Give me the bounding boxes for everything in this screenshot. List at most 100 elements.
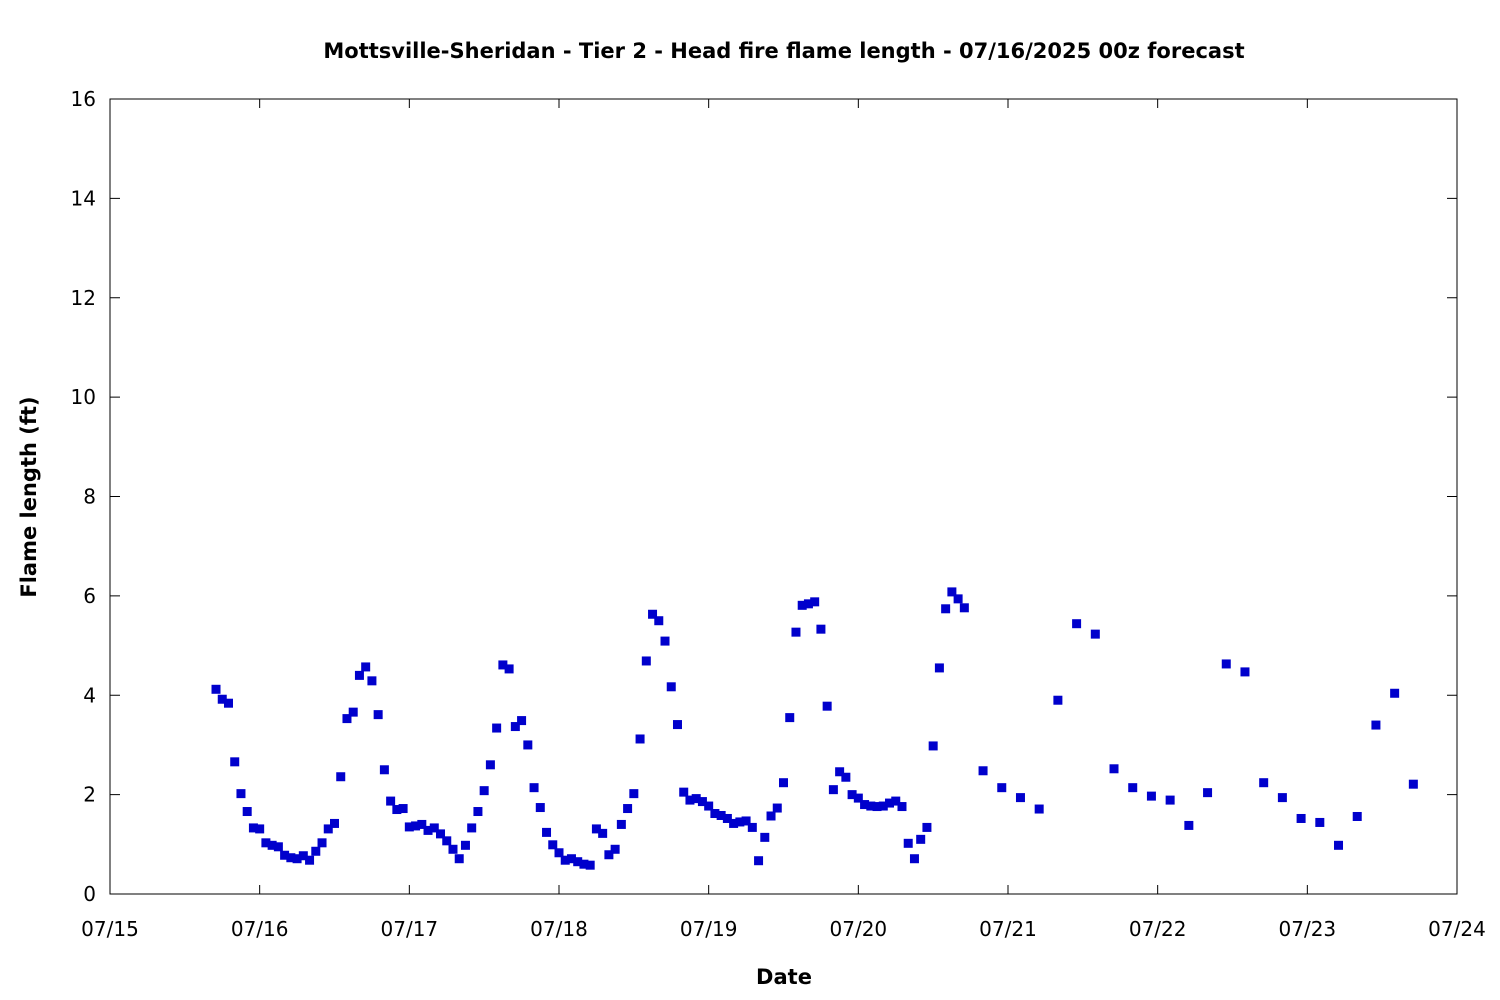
data-point [1334,840,1344,850]
data-point [635,734,645,744]
y-tick-label: 14 [71,186,96,210]
data-point [1128,783,1138,793]
data-point [566,854,576,864]
data-point [298,851,308,861]
data-point [604,850,614,860]
data-point [230,757,240,767]
x-tick-label: 07/22 [1129,917,1187,941]
data-point [641,656,651,666]
data-point [978,766,988,776]
data-point [317,838,327,848]
data-point [342,714,352,724]
y-axis-label: Flame length (ft) [17,396,41,597]
data-point [616,819,626,829]
y-tick-label: 8 [83,485,96,509]
data-point [685,795,695,805]
data-point [1072,619,1082,629]
data-point [498,660,508,670]
data-point [891,796,901,806]
data-point [741,816,751,826]
data-point [467,823,477,833]
data-point [866,801,876,811]
data-point [529,783,539,793]
data-point [1015,793,1025,803]
data-point [785,713,795,723]
data-point [305,855,315,865]
data-point [548,840,558,850]
data-point [404,822,414,832]
x-axis-label: Date [756,965,812,989]
data-point [816,624,826,634]
data-points [211,587,1418,870]
data-point [598,828,608,838]
data-point [729,818,739,828]
data-point [373,710,383,720]
data-point [1315,817,1325,827]
data-point [803,599,813,609]
data-point [1296,813,1306,823]
data-point [1277,793,1287,803]
data-point [492,723,502,733]
data-point [941,604,951,614]
data-point [242,807,252,817]
data-point [261,838,271,848]
data-point [454,854,464,864]
data-point [217,694,227,704]
data-point [760,832,770,842]
data-point [336,772,346,782]
data-point [648,609,658,619]
data-point [417,819,427,829]
data-point [691,794,701,804]
data-point [710,809,720,819]
data-point [922,822,932,832]
data-point [560,855,570,865]
data-point [379,765,389,775]
data-point [1165,795,1175,805]
data-point [485,760,495,770]
data-point [510,722,520,732]
data-point [386,796,396,806]
data-point [267,840,277,850]
data-point [810,597,820,607]
data-point [672,720,682,730]
data-point [835,767,845,777]
data-point [311,846,321,856]
data-point [872,802,882,812]
data-point [211,684,221,694]
data-point [828,785,838,795]
x-tick-label: 07/20 [830,917,888,941]
data-point [367,676,377,686]
data-point [392,805,402,815]
data-point [928,741,938,751]
data-point [903,838,913,848]
data-point [679,787,689,797]
data-point [1184,820,1194,830]
data-point [860,800,870,810]
data-point [1390,688,1400,698]
data-point [847,790,857,800]
data-point [766,811,776,821]
y-tick-label: 16 [71,87,96,111]
data-point [1203,788,1213,798]
data-point [504,664,514,674]
x-tick-label: 07/23 [1279,917,1337,941]
y-tick-label: 12 [71,286,96,310]
data-point [517,716,527,726]
data-point [666,682,676,692]
y-tick-label: 2 [83,783,96,807]
data-point [348,707,358,717]
y-tick-label: 0 [83,882,96,906]
data-point [1259,778,1269,788]
data-point [223,698,233,708]
data-point [841,772,851,782]
data-point [248,823,258,833]
data-point [442,836,452,846]
data-point [660,636,670,646]
data-point [916,834,926,844]
x-tick-label: 07/17 [381,917,439,941]
data-point [398,804,408,814]
data-point [697,797,707,807]
data-point [436,829,446,839]
chart-title: Mottsville-Sheridan - Tier 2 - Head fire… [323,39,1244,63]
